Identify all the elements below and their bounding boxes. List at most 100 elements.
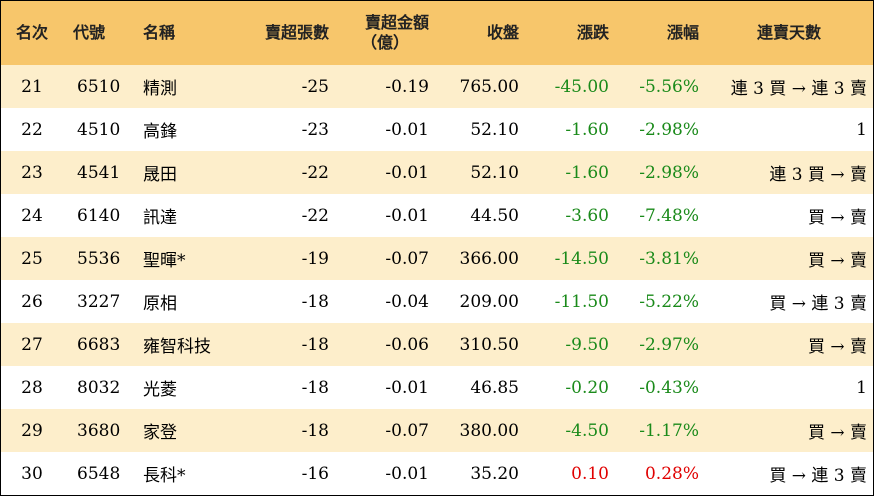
cell-sell-amount: -0.07 (385, 420, 429, 441)
table-row: 29 3680 家登 -18 -0.07 380.00 -4.50 -1.17% 買 → 賣 (1, 409, 873, 452)
cell-close: 366.00 (459, 248, 519, 269)
cell-streak: 連 3 買 → 連 3 賣 (730, 79, 867, 99)
cell-change-pct: -3.81% (639, 248, 699, 269)
cell-code: 6683 (77, 334, 121, 355)
table-row: 30 6548 長科* -16 -0.01 35.20 0.10 0.28% 買 → 連 3 賣 (1, 452, 873, 495)
cell-code: 6510 (77, 76, 121, 97)
cell-rank: 25 (21, 248, 43, 269)
cell-close: 46.85 (470, 377, 519, 398)
cell-sell-lots: -22 (301, 162, 329, 183)
cell-change: -1.60 (565, 119, 609, 140)
cell-sell-lots: -18 (301, 420, 329, 441)
cell-code: 6548 (77, 463, 121, 484)
table-row: 26 3227 原相 -18 -0.04 209.00 -11.50 -5.22% 買 → 連 … (1, 280, 873, 323)
cell-streak: 買 → 賣 (807, 423, 867, 443)
cell-sell-amount: -0.01 (385, 162, 429, 183)
cell-rank: 26 (21, 291, 43, 312)
cell-change: -4.50 (565, 420, 609, 441)
cell-sell-lots: -23 (301, 119, 329, 140)
cell-change-pct: -5.56% (639, 76, 699, 97)
cell-change-pct: 0.28% (644, 463, 699, 484)
cell-sell-lots: -22 (301, 205, 329, 226)
cell-change: 0.10 (571, 463, 609, 484)
cell-change: -45.00 (554, 76, 609, 97)
cell-sell-lots: -18 (301, 334, 329, 355)
cell-change-pct: -1.17% (639, 420, 699, 441)
cell-sell-lots: -25 (301, 76, 329, 97)
table-row: 23 4541 晟田 -22 -0.01 52.10 -1.60 -2.98% 連 3 買 → … (1, 151, 873, 194)
cell-change-pct: -7.48% (639, 205, 699, 226)
cell-sell-lots: -18 (301, 377, 329, 398)
cell-name: 晟田 (143, 165, 177, 185)
cell-sell-amount: -0.01 (385, 463, 429, 484)
cell-streak: 買 → 賣 (807, 251, 867, 271)
cell-change: -0.20 (565, 377, 609, 398)
cell-close: 380.00 (459, 420, 519, 441)
header-rank: 名次 (15, 23, 48, 42)
cell-sell-lots: -16 (301, 463, 329, 484)
cell-change-pct: -0.43% (639, 377, 699, 398)
cell-change: -14.50 (554, 248, 609, 269)
table-body: 21 6510 精測 -25 -0.19 765.00 -45.00 -5.56% 連 3 買 … (1, 65, 873, 495)
cell-sell-amount: -0.19 (385, 76, 429, 97)
cell-streak: 買 → 連 3 賣 (769, 294, 867, 314)
cell-sell-amount: -0.04 (385, 291, 429, 312)
cell-sell-lots: -19 (301, 248, 329, 269)
header-code: 代號 (73, 23, 106, 42)
cell-close: 765.00 (459, 76, 519, 97)
cell-code: 8032 (77, 377, 121, 398)
cell-streak: 連 3 買 → 賣 (769, 165, 867, 185)
cell-name: 光菱 (143, 380, 177, 400)
cell-change-pct: -5.22% (639, 291, 699, 312)
cell-code: 4541 (77, 162, 121, 183)
cell-close: 310.50 (459, 334, 519, 355)
cell-streak: 買 → 連 3 賣 (769, 466, 867, 486)
cell-close: 44.50 (470, 205, 519, 226)
cell-close: 52.10 (470, 162, 519, 183)
cell-change: -3.60 (565, 205, 609, 226)
cell-name: 家登 (143, 423, 177, 443)
table-row: 25 5536 聖暉* -19 -0.07 366.00 -14.50 -3.81% 買 → 賣 (1, 237, 873, 280)
cell-streak: 買 → 賣 (807, 208, 867, 228)
header-streak: 連賣天數 (756, 23, 821, 42)
cell-change: -9.50 (565, 334, 609, 355)
cell-code: 3680 (77, 420, 121, 441)
cell-name: 雍智科技 (143, 337, 211, 357)
table-row: 21 6510 精測 -25 -0.19 765.00 -45.00 -5.56% 連 3 買 … (1, 65, 873, 108)
header-name: 名稱 (143, 23, 176, 42)
cell-name: 聖暉* (143, 251, 186, 271)
header-sell-amount: 賣超金額 （億） (335, 1, 435, 65)
table-row: 24 6140 訊達 -22 -0.01 44.50 -3.60 -7.48% 買 → 賣 (1, 194, 873, 237)
cell-close: 52.10 (470, 119, 519, 140)
cell-rank: 29 (21, 420, 43, 441)
cell-name: 精測 (143, 79, 177, 99)
cell-rank: 22 (21, 119, 43, 140)
cell-change-pct: -2.98% (639, 119, 699, 140)
cell-change-pct: -2.98% (639, 162, 699, 183)
cell-change-pct: -2.97% (639, 334, 699, 355)
cell-name: 原相 (143, 294, 177, 314)
cell-rank: 28 (21, 377, 43, 398)
cell-sell-lots: -18 (301, 291, 329, 312)
header-change-pct: 漲幅 (666, 23, 699, 42)
header-sell-amount-line1: 賣超金額 (364, 13, 429, 32)
cell-change: -1.60 (565, 162, 609, 183)
cell-name: 長科* (143, 466, 186, 486)
cell-rank: 21 (21, 76, 43, 97)
cell-change: -11.50 (554, 291, 609, 312)
cell-streak: 買 → 賣 (807, 337, 867, 357)
header-close: 收盤 (486, 23, 519, 42)
cell-name: 高鋒 (143, 122, 177, 142)
table-row: 27 6683 雍智科技 -18 -0.06 310.50 -9.50 -2.97% 買 → 賣 (1, 323, 873, 366)
cell-code: 6140 (77, 205, 121, 226)
cell-rank: 27 (21, 334, 43, 355)
header-sell-lots: 賣超張數 (264, 23, 329, 42)
table-row: 28 8032 光菱 -18 -0.01 46.85 -0.20 -0.43% 1 (1, 366, 873, 409)
cell-name: 訊達 (143, 208, 177, 228)
cell-sell-amount: -0.01 (385, 205, 429, 226)
cell-sell-amount: -0.06 (385, 334, 429, 355)
cell-rank: 30 (21, 463, 43, 484)
header-sell-amount-line2: （億） (360, 33, 409, 52)
